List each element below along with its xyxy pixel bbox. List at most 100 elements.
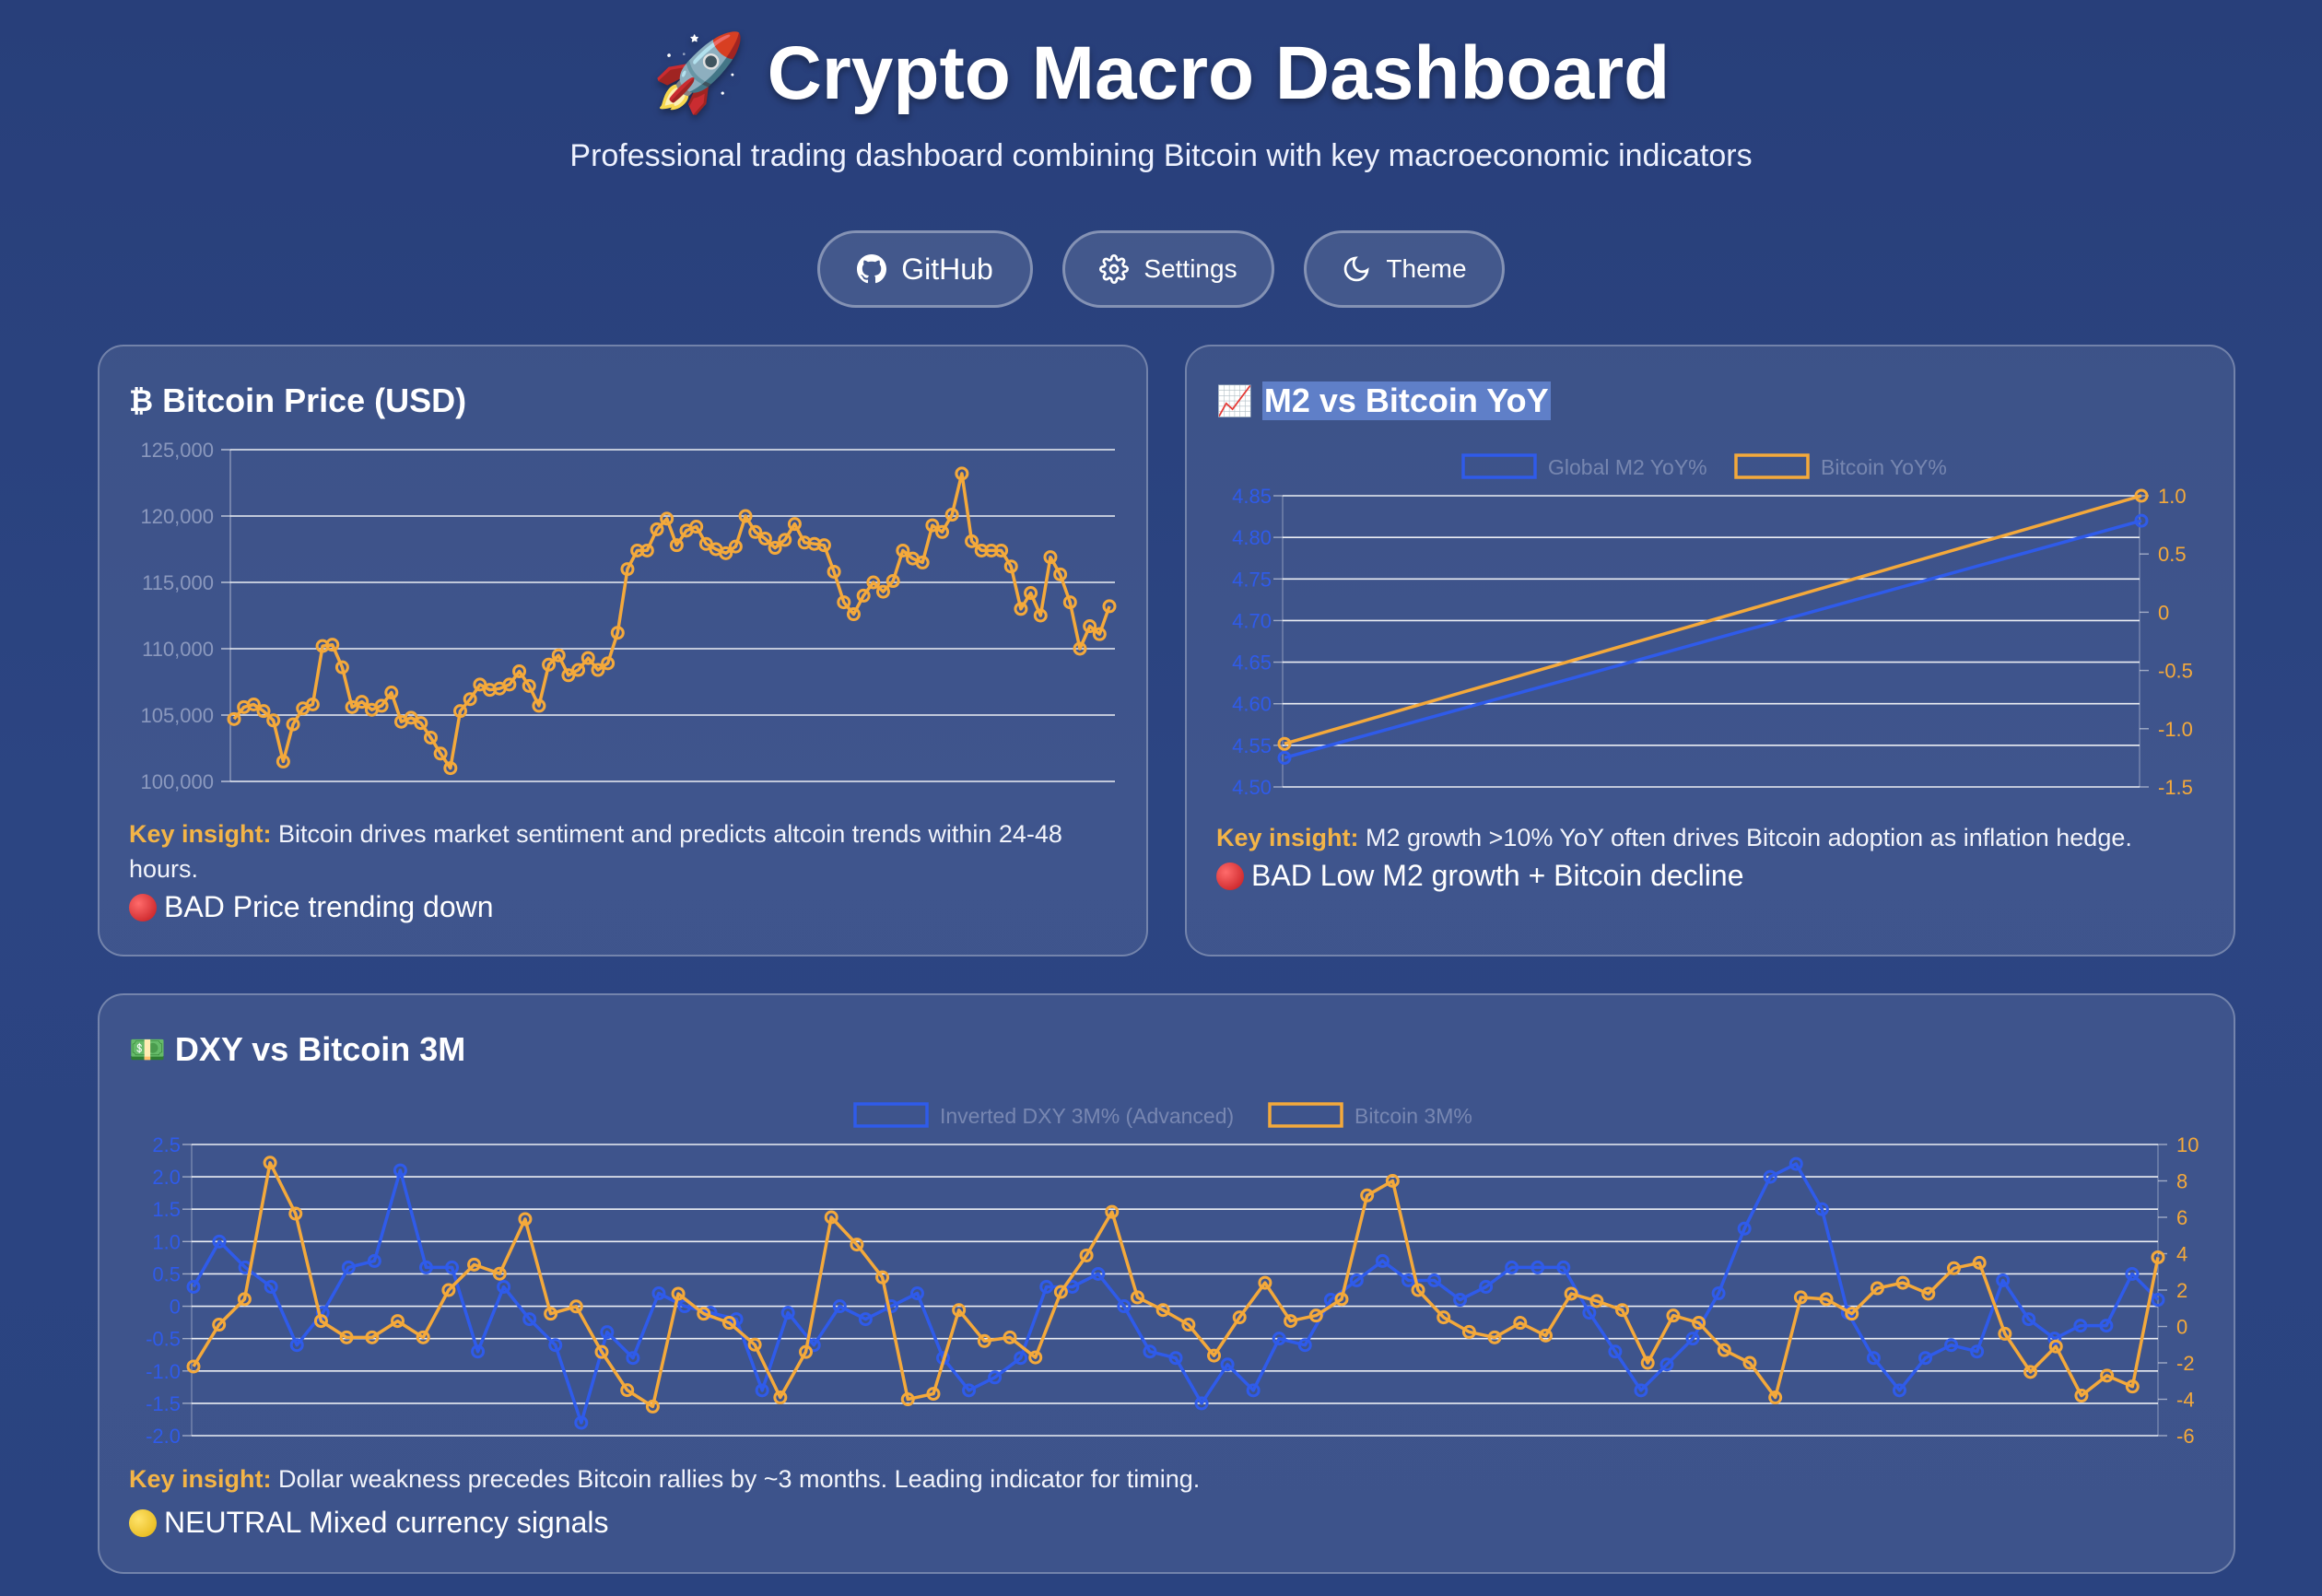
dxy-series-point — [799, 1344, 814, 1359]
dxy-series-point — [1793, 1290, 1808, 1305]
dxy-series-point — [1003, 1330, 1017, 1344]
yellow-circle-icon — [129, 1508, 157, 1537]
dxy-series-point — [497, 1279, 511, 1294]
dxy-series-point — [1996, 1273, 2011, 1287]
github-button[interactable]: GitHub — [817, 230, 1033, 308]
dxy-series-point — [1117, 1299, 1132, 1314]
dxy-series-point — [212, 1318, 227, 1332]
btc-price-point — [453, 704, 468, 719]
y-right-tick-label: 10 — [2176, 1133, 2199, 1156]
y-right-tick-label: 2 — [2176, 1279, 2187, 1302]
dxy-series-point — [1065, 1279, 1080, 1294]
dxy-series-point — [1385, 1174, 1400, 1188]
dxy-series-point — [1870, 1281, 1884, 1296]
dxy-series-point — [1582, 1306, 1597, 1320]
btc-price-point — [935, 524, 950, 539]
settings-label: Settings — [1143, 254, 1237, 283]
btc-price-point — [1014, 602, 1028, 616]
dxy-series-point — [1819, 1292, 1834, 1307]
btc-price-point — [246, 697, 261, 711]
btc-price-point — [1062, 595, 1077, 610]
btc-price-point — [915, 555, 930, 569]
theme-button[interactable]: Theme — [1304, 230, 1505, 308]
dxy-series-point — [1814, 1202, 1829, 1216]
page-title: 🚀 Crypto Macro Dashboard — [651, 31, 1671, 115]
dxy-series-point — [574, 1415, 589, 1430]
y-right-tick-label: -1.5 — [2158, 776, 2193, 799]
dxy-series-point — [900, 1392, 915, 1406]
y-left-tick-label: 4.75 — [1232, 568, 1272, 591]
settings-button[interactable]: Settings — [1062, 230, 1274, 308]
btc-price-point — [512, 663, 527, 678]
y-left-tick-label: -1.5 — [146, 1392, 181, 1415]
btc-price-point — [816, 538, 831, 553]
dxy-series-point — [988, 1370, 1003, 1385]
m2-series-point — [1277, 750, 1292, 765]
btc-price-point — [571, 663, 586, 677]
btc-price-point — [738, 509, 753, 523]
dxy-series-point — [2073, 1319, 2088, 1333]
y-right-tick-label: 4 — [2176, 1243, 2187, 1266]
dxy-series-point — [1768, 1391, 1783, 1405]
m2-series-point — [2134, 488, 2149, 503]
btc-price-point — [286, 717, 300, 732]
btc-price-point — [965, 534, 979, 548]
dxy-series-point — [645, 1399, 660, 1414]
dxy-series-point — [1053, 1285, 1068, 1299]
dxy-series-point — [1297, 1338, 1312, 1353]
dxy-series-point — [1401, 1273, 1415, 1287]
dxy-series-point — [1079, 1248, 1094, 1262]
dxy-series-point — [2074, 1389, 2089, 1403]
dxy-series-line-1 — [192, 1161, 2160, 1409]
dxy-series-point — [1615, 1303, 1630, 1318]
btc-price-point — [522, 678, 536, 693]
dxy-series-point — [2099, 1319, 2114, 1333]
dxy-series-point — [1892, 1383, 1906, 1398]
btc-price-point — [787, 517, 802, 532]
btc-status: BAD Price trending down — [129, 890, 494, 924]
dxy-series-point — [341, 1260, 356, 1274]
dxy-series-point — [1246, 1383, 1261, 1398]
dxy-series-point — [1763, 1169, 1777, 1184]
dxy-series-point — [1194, 1396, 1209, 1411]
btc-price-point — [414, 716, 428, 731]
dxy-series-point — [1437, 1310, 1451, 1325]
btc-price-point — [1024, 586, 1038, 601]
dxy-3m-chart: Inverted DXY 3M% (Advanced) Bitcoin 3M% -2… — [146, 1102, 2199, 1448]
btc-price-point — [502, 677, 517, 692]
dxy-series-point — [620, 1383, 635, 1398]
btc-price-point — [374, 698, 389, 713]
dashboard-header: 🚀 Crypto Macro Dashboard Professional tr… — [0, 28, 2322, 174]
dxy-series-point — [289, 1338, 304, 1353]
dxy-series-point — [1105, 1204, 1120, 1219]
dxy-series-point — [2023, 1365, 2038, 1379]
m2-insight-text: M2 growth >10% YoY often drives Bitcoin … — [1366, 824, 2132, 851]
dxy-series-point — [1014, 1351, 1028, 1366]
dxy-series-point — [1895, 1275, 1910, 1290]
legend-swatch — [1734, 453, 1810, 479]
dxy-series-point — [1530, 1260, 1545, 1274]
btc-price-point — [433, 746, 448, 761]
gear-icon — [1099, 254, 1130, 284]
dxy-series-point — [1921, 1286, 1936, 1301]
dxy-series-point — [1258, 1275, 1272, 1290]
btc-price-point — [866, 575, 881, 590]
legend-label: Bitcoin 3M% — [1354, 1104, 1472, 1128]
btc-insight: Key insight: Bitcoin drives market senti… — [129, 816, 1106, 886]
dxy-series-point — [339, 1330, 354, 1344]
dxy-series-point — [2151, 1293, 2165, 1308]
dxy-series-point — [832, 1299, 847, 1314]
dxy-card: 💵 DXY vs Bitcoin 3M Inverted DXY 3M% (Ad… — [98, 993, 2235, 1574]
btc-price-point — [639, 543, 654, 557]
btc-price-point — [1073, 641, 1087, 656]
y-right-tick-label: -0.5 — [2158, 660, 2193, 683]
y-right-tick-label: 0 — [2158, 601, 2169, 624]
btc-insight-text: Bitcoin drives market sentiment and pred… — [129, 820, 1062, 883]
dxy-series-point — [1634, 1383, 1648, 1398]
dxy-series-point — [747, 1337, 762, 1352]
y-right-tick-label: 0.5 — [2158, 543, 2187, 566]
dxy-series-point — [926, 1387, 941, 1402]
btc-price-point — [875, 584, 890, 599]
dxy-series-point — [2125, 1379, 2140, 1394]
btc-price-point — [325, 638, 340, 652]
